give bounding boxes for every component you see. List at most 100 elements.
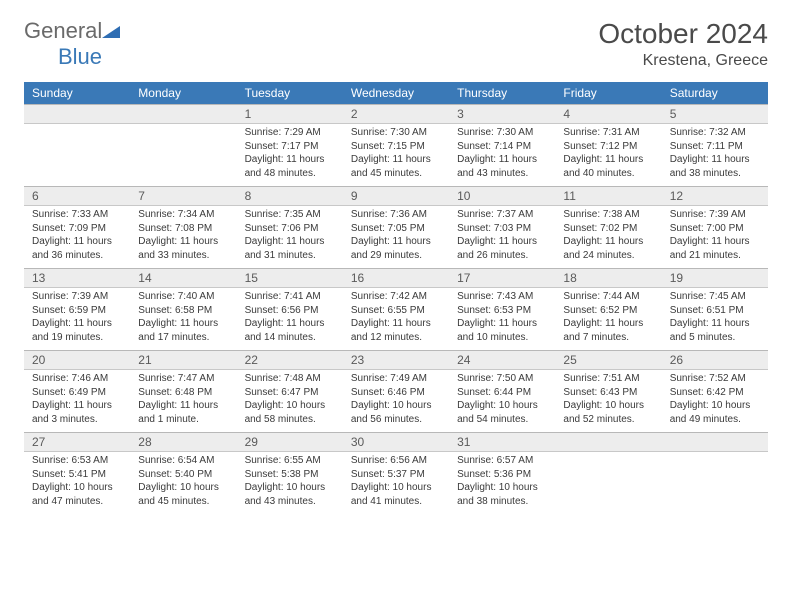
day-body: Sunrise: 6:56 AMSunset: 5:37 PMDaylight:… [343, 452, 449, 514]
daylight-text: Daylight: 10 hours and 49 minutes. [670, 399, 760, 426]
day-body: Sunrise: 7:34 AMSunset: 7:08 PMDaylight:… [130, 206, 236, 268]
day-number: 12 [662, 187, 768, 205]
day-body: Sunrise: 6:54 AMSunset: 5:40 PMDaylight:… [130, 452, 236, 514]
day-body: Sunrise: 6:57 AMSunset: 5:36 PMDaylight:… [449, 452, 555, 514]
week-content-row: Sunrise: 7:33 AMSunset: 7:09 PMDaylight:… [24, 206, 768, 269]
header: General Blue October 2024 Krestena, Gree… [24, 18, 768, 70]
daylight-text: Daylight: 11 hours and 21 minutes. [670, 235, 760, 262]
day-body: Sunrise: 7:39 AMSunset: 6:59 PMDaylight:… [24, 288, 130, 350]
daylight-text: Daylight: 10 hours and 45 minutes. [138, 481, 228, 508]
logo-part1: General [24, 18, 102, 43]
sunrise-text: Sunrise: 7:34 AM [138, 208, 228, 222]
day-number: 16 [343, 269, 449, 287]
daylight-text: Daylight: 11 hours and 29 minutes. [351, 235, 441, 262]
sunset-text: Sunset: 6:47 PM [245, 386, 335, 400]
daylight-text: Daylight: 11 hours and 7 minutes. [563, 317, 653, 344]
sunset-text: Sunset: 6:56 PM [245, 304, 335, 318]
sunset-text: Sunset: 7:02 PM [563, 222, 653, 236]
daylight-text: Daylight: 11 hours and 26 minutes. [457, 235, 547, 262]
day-body: Sunrise: 7:30 AMSunset: 7:15 PMDaylight:… [343, 124, 449, 186]
sunset-text: Sunset: 6:51 PM [670, 304, 760, 318]
day-number-cell: 30 [343, 433, 449, 452]
day-number-cell: 17 [449, 269, 555, 288]
sunset-text: Sunset: 7:08 PM [138, 222, 228, 236]
day-number: 10 [449, 187, 555, 205]
day-content-cell: Sunrise: 7:47 AMSunset: 6:48 PMDaylight:… [130, 370, 236, 433]
day-content-cell: Sunrise: 7:36 AMSunset: 7:05 PMDaylight:… [343, 206, 449, 269]
daylight-text: Daylight: 11 hours and 33 minutes. [138, 235, 228, 262]
day-number: 29 [237, 433, 343, 451]
day-body: Sunrise: 7:52 AMSunset: 6:42 PMDaylight:… [662, 370, 768, 432]
logo-triangle-icon [102, 18, 120, 44]
sunrise-text: Sunrise: 6:53 AM [32, 454, 122, 468]
day-number: 15 [237, 269, 343, 287]
week-daynum-row: 13141516171819 [24, 269, 768, 288]
sunrise-text: Sunrise: 7:47 AM [138, 372, 228, 386]
day-number-cell [24, 105, 130, 124]
day-body: Sunrise: 7:43 AMSunset: 6:53 PMDaylight:… [449, 288, 555, 350]
daylight-text: Daylight: 11 hours and 10 minutes. [457, 317, 547, 344]
sunrise-text: Sunrise: 6:57 AM [457, 454, 547, 468]
sunset-text: Sunset: 7:05 PM [351, 222, 441, 236]
daylight-text: Daylight: 11 hours and 24 minutes. [563, 235, 653, 262]
sunset-text: Sunset: 6:43 PM [563, 386, 653, 400]
day-number-cell: 20 [24, 351, 130, 370]
sunrise-text: Sunrise: 7:41 AM [245, 290, 335, 304]
day-body: Sunrise: 6:55 AMSunset: 5:38 PMDaylight:… [237, 452, 343, 514]
day-body: Sunrise: 7:36 AMSunset: 7:05 PMDaylight:… [343, 206, 449, 268]
sunset-text: Sunset: 6:59 PM [32, 304, 122, 318]
daylight-text: Daylight: 11 hours and 43 minutes. [457, 153, 547, 180]
day-number: 14 [130, 269, 236, 287]
day-number: 30 [343, 433, 449, 451]
daylight-text: Daylight: 11 hours and 12 minutes. [351, 317, 441, 344]
day-number-cell: 13 [24, 269, 130, 288]
sunrise-text: Sunrise: 7:42 AM [351, 290, 441, 304]
sunrise-text: Sunrise: 6:56 AM [351, 454, 441, 468]
day-number-cell [130, 105, 236, 124]
sunset-text: Sunset: 6:58 PM [138, 304, 228, 318]
daylight-text: Daylight: 10 hours and 43 minutes. [245, 481, 335, 508]
day-number: 18 [555, 269, 661, 287]
day-body: Sunrise: 7:40 AMSunset: 6:58 PMDaylight:… [130, 288, 236, 350]
sunset-text: Sunset: 7:06 PM [245, 222, 335, 236]
day-header: Sunday [24, 82, 130, 105]
logo: General Blue [24, 18, 120, 70]
daylight-text: Daylight: 11 hours and 36 minutes. [32, 235, 122, 262]
daylight-text: Daylight: 11 hours and 3 minutes. [32, 399, 122, 426]
day-number-cell [555, 433, 661, 452]
sunrise-text: Sunrise: 7:37 AM [457, 208, 547, 222]
day-content-cell: Sunrise: 7:40 AMSunset: 6:58 PMDaylight:… [130, 288, 236, 351]
day-content-cell: Sunrise: 7:49 AMSunset: 6:46 PMDaylight:… [343, 370, 449, 433]
sunrise-text: Sunrise: 7:29 AM [245, 126, 335, 140]
day-content-cell: Sunrise: 7:43 AMSunset: 6:53 PMDaylight:… [449, 288, 555, 351]
sunrise-text: Sunrise: 7:49 AM [351, 372, 441, 386]
day-number: 2 [343, 105, 449, 123]
day-header: Tuesday [237, 82, 343, 105]
page-title: October 2024 [598, 18, 768, 50]
week-daynum-row: 20212223242526 [24, 351, 768, 370]
sunrise-text: Sunrise: 7:30 AM [351, 126, 441, 140]
day-content-cell: Sunrise: 7:30 AMSunset: 7:15 PMDaylight:… [343, 124, 449, 187]
day-content-cell: Sunrise: 6:53 AMSunset: 5:41 PMDaylight:… [24, 452, 130, 515]
daylight-text: Daylight: 10 hours and 47 minutes. [32, 481, 122, 508]
daylight-text: Daylight: 10 hours and 38 minutes. [457, 481, 547, 508]
day-content-cell [555, 452, 661, 515]
sunset-text: Sunset: 6:55 PM [351, 304, 441, 318]
day-content-cell: Sunrise: 6:57 AMSunset: 5:36 PMDaylight:… [449, 452, 555, 515]
sunset-text: Sunset: 7:14 PM [457, 140, 547, 154]
sunrise-text: Sunrise: 7:38 AM [563, 208, 653, 222]
day-body: Sunrise: 7:30 AMSunset: 7:14 PMDaylight:… [449, 124, 555, 186]
sunrise-text: Sunrise: 6:55 AM [245, 454, 335, 468]
logo-part2: Blue [58, 44, 102, 69]
day-number-cell: 15 [237, 269, 343, 288]
sunset-text: Sunset: 7:09 PM [32, 222, 122, 236]
day-header-row: SundayMondayTuesdayWednesdayThursdayFrid… [24, 82, 768, 105]
day-number-cell: 7 [130, 187, 236, 206]
daylight-text: Daylight: 11 hours and 1 minute. [138, 399, 228, 426]
sunset-text: Sunset: 5:37 PM [351, 468, 441, 482]
daylight-text: Daylight: 11 hours and 14 minutes. [245, 317, 335, 344]
day-content-cell: Sunrise: 7:31 AMSunset: 7:12 PMDaylight:… [555, 124, 661, 187]
day-number-cell: 29 [237, 433, 343, 452]
sunrise-text: Sunrise: 7:45 AM [670, 290, 760, 304]
day-number: 6 [24, 187, 130, 205]
